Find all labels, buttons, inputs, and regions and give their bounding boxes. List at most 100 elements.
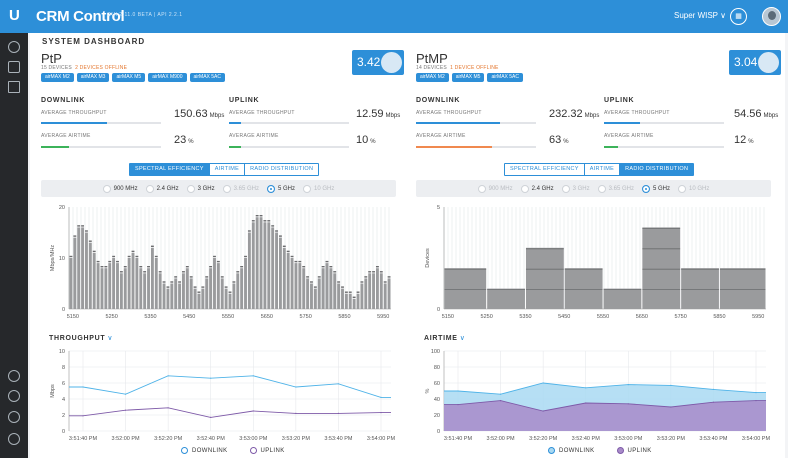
freq-2-4ghz[interactable]: 2.4 GHz bbox=[520, 184, 554, 193]
model-chip[interactable]: airMAX 5AC bbox=[487, 73, 523, 82]
data-point bbox=[295, 412, 297, 414]
uplink-airtime-value: 10% bbox=[356, 134, 376, 146]
x-tick-label: 3:53:20 PM bbox=[657, 436, 686, 442]
x-tick-label: 5550 bbox=[222, 314, 234, 320]
tab-radio-distribution[interactable]: RADIO DISTRIBUTION bbox=[250, 166, 314, 172]
radio-button bbox=[597, 184, 606, 193]
score-value: 3.04 bbox=[734, 55, 758, 69]
signal-icon[interactable] bbox=[8, 61, 20, 73]
downlink-airtime-value: 63% bbox=[549, 134, 569, 146]
model-chip[interactable]: airMAX M900 bbox=[148, 73, 187, 82]
radio-button[interactable] bbox=[520, 184, 529, 193]
x-tick-label: 3:52:00 PM bbox=[487, 436, 516, 442]
freq-2-4ghz[interactable]: 2.4 GHz bbox=[145, 184, 179, 193]
info-icon[interactable] bbox=[8, 433, 20, 445]
bar bbox=[224, 288, 228, 309]
offline-count[interactable]: 1 DEVICE OFFLINE bbox=[450, 65, 499, 71]
app-title[interactable]: CRM Control bbox=[36, 8, 125, 25]
bar-peak-marker bbox=[85, 230, 88, 232]
x-tick-label: 5250 bbox=[481, 314, 493, 320]
bar bbox=[275, 232, 278, 309]
tab-spectral-efficiency[interactable]: SPECTRAL EFFICIENCY bbox=[130, 164, 210, 175]
tab-radio-distribution[interactable]: RADIO DISTRIBUTION bbox=[620, 164, 694, 175]
uplink-dot-icon bbox=[616, 447, 624, 454]
freq-3-65ghz: 3.65 GHz bbox=[597, 184, 634, 193]
avatar[interactable] bbox=[762, 7, 781, 26]
keys-icon[interactable] bbox=[8, 411, 20, 423]
bar-peak-marker bbox=[119, 271, 123, 273]
y-axis-label: % bbox=[425, 388, 431, 393]
throughput-heading[interactable]: THROUGHPUT ∨ bbox=[49, 335, 114, 342]
model-chip[interactable]: airMAX M5 bbox=[451, 73, 485, 82]
uplink-airtime-label: AVERAGE AIRTIME bbox=[604, 133, 654, 139]
bar-peak-marker bbox=[352, 296, 356, 298]
y-tick-label: 0 bbox=[437, 307, 440, 313]
bar-peak-marker bbox=[244, 255, 247, 258]
bar-peak-marker bbox=[278, 235, 282, 237]
freq-5ghz[interactable]: 5 GHz bbox=[267, 184, 295, 193]
dashboard-main: SYSTEM DASHBOARD PtP 15 DEVICES 2 DEVICE… bbox=[30, 33, 785, 458]
bar bbox=[213, 258, 216, 309]
bar bbox=[337, 283, 341, 309]
bar-peak-marker bbox=[201, 286, 205, 288]
tab-spectral-efficiency[interactable]: SPECTRAL EFFICIENCY bbox=[505, 164, 585, 175]
ubiquiti-logo-icon[interactable]: U bbox=[9, 7, 20, 24]
users-icon[interactable] bbox=[8, 370, 20, 382]
data-point bbox=[252, 375, 254, 377]
radio-button[interactable] bbox=[267, 184, 276, 193]
grid-icon[interactable]: ▦ bbox=[730, 8, 747, 25]
bar-peak-marker bbox=[170, 281, 174, 283]
bar bbox=[158, 273, 162, 309]
devices-count: 14 DEVICES bbox=[416, 65, 447, 71]
bar-peak-marker bbox=[69, 255, 73, 258]
bar bbox=[325, 263, 329, 309]
dashboard-icon[interactable] bbox=[8, 41, 20, 53]
legend-uplink[interactable]: UPLINK bbox=[616, 447, 652, 454]
uplink-throughput-value: 12.59 Mbps bbox=[356, 108, 401, 120]
bar bbox=[162, 283, 166, 309]
model-chip[interactable]: airMAX M2 bbox=[416, 73, 449, 82]
bar bbox=[310, 283, 313, 309]
tab-airtime[interactable]: AIRTIME bbox=[585, 164, 621, 175]
model-chip[interactable]: airMAX M2 bbox=[41, 73, 74, 82]
freq-3ghz[interactable]: 3 GHz bbox=[186, 184, 215, 193]
y-tick-label: 6 bbox=[62, 381, 65, 387]
data-point bbox=[380, 412, 382, 414]
x-tick-label: 5850 bbox=[338, 314, 350, 320]
downlink-dot-icon bbox=[181, 447, 188, 454]
model-chip[interactable]: airMAX 5AC bbox=[189, 73, 226, 82]
bar-peak-marker bbox=[298, 260, 302, 263]
legend-downlink[interactable]: DOWNLINK bbox=[181, 447, 228, 454]
data-point bbox=[337, 383, 340, 385]
y-tick-label: 4 bbox=[62, 397, 65, 403]
bar-peak-marker bbox=[77, 225, 81, 227]
bar bbox=[154, 258, 158, 309]
legend-downlink[interactable]: DOWNLINK bbox=[548, 447, 595, 454]
legend-uplink[interactable]: UPLINK bbox=[249, 447, 285, 454]
radio-button[interactable] bbox=[145, 184, 154, 193]
airtime-heading[interactable]: AIRTIME ∨ bbox=[424, 335, 466, 342]
panel-title: PtP bbox=[41, 51, 62, 66]
model-chip[interactable]: airMAX M3 bbox=[76, 73, 110, 82]
radio-button[interactable] bbox=[642, 184, 651, 193]
site-selector[interactable]: Super WISP ∨ bbox=[674, 11, 726, 20]
map-icon[interactable] bbox=[8, 81, 20, 93]
y-axis-label: Devices bbox=[425, 248, 431, 268]
radio-button bbox=[561, 184, 570, 193]
bar bbox=[364, 278, 368, 309]
data-point bbox=[755, 392, 757, 394]
target-icon[interactable] bbox=[8, 390, 20, 402]
score-figure-icon bbox=[381, 52, 402, 73]
data-point bbox=[167, 375, 169, 377]
tab-airtime[interactable]: AIRTIME bbox=[210, 164, 246, 175]
freq-900mhz[interactable]: 900 MHz bbox=[102, 184, 138, 193]
bar bbox=[294, 263, 298, 309]
radio-button[interactable] bbox=[102, 184, 111, 193]
bar bbox=[444, 268, 487, 309]
radio-button[interactable] bbox=[186, 184, 195, 193]
offline-count[interactable]: 2 DEVICES OFFLINE bbox=[75, 65, 128, 71]
model-chip[interactable]: airMAX M5 bbox=[112, 73, 146, 82]
downlink-throughput-label: AVERAGE THROUGHPUT bbox=[416, 110, 482, 116]
data-point bbox=[670, 406, 672, 408]
freq-5ghz[interactable]: 5 GHz bbox=[642, 184, 670, 193]
